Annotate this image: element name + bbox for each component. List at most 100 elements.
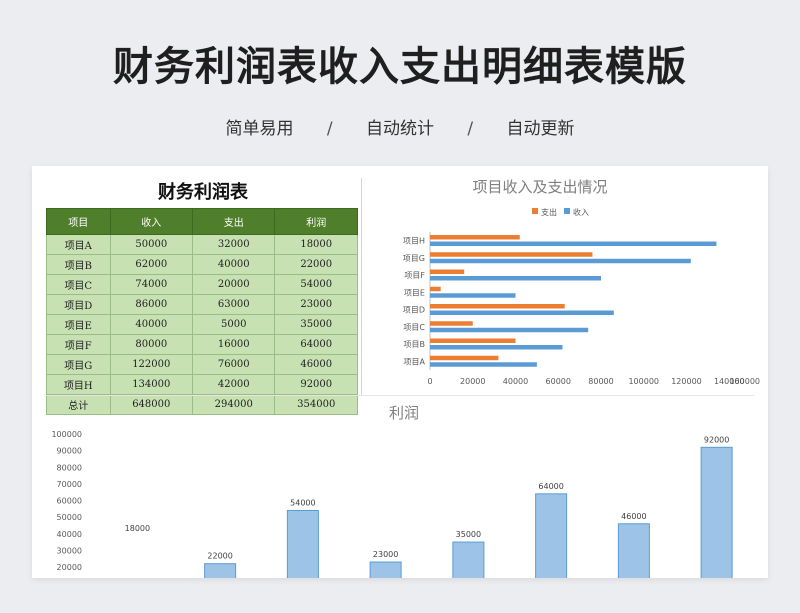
y-tick-label: 40000 xyxy=(57,530,82,539)
table-row: 项目A 50000 32000 18000 xyxy=(46,234,358,255)
feature-tag: 自动更新 xyxy=(506,119,575,139)
bar xyxy=(700,446,733,578)
x-tick-label: 100000 xyxy=(628,377,659,386)
x-tick-label: 80000 xyxy=(588,377,613,386)
table-cell: 648000 xyxy=(109,394,194,415)
data-label: 92000 xyxy=(704,435,729,444)
bar xyxy=(430,327,589,333)
column-header: 利润 xyxy=(274,208,358,235)
table-row: 项目H 134000 42000 92000 xyxy=(46,374,358,395)
table-cell: 16000 xyxy=(192,334,276,355)
table-cell: 92000 xyxy=(274,374,358,395)
feature-tag: 简单易用 xyxy=(225,119,294,139)
bar xyxy=(430,241,717,246)
table-cell: 50000 xyxy=(109,234,194,255)
legend-swatch xyxy=(532,208,538,214)
x-tick-label: 40000 xyxy=(503,377,528,386)
table-cell: 项目C xyxy=(46,274,111,295)
section-divider xyxy=(46,395,754,396)
table-cell: 294000 xyxy=(192,394,276,415)
table-cell: 项目H xyxy=(46,374,111,395)
bar xyxy=(204,563,237,578)
category-label: 项目A xyxy=(404,357,426,366)
x-tick-label: 140000 xyxy=(714,377,745,386)
y-tick-label: 100000 xyxy=(51,430,82,439)
y-tick-label: 60000 xyxy=(57,497,82,506)
y-tick-label: 90000 xyxy=(57,447,82,456)
x-tick-label: 20000 xyxy=(460,377,485,386)
table-cell: 354000 xyxy=(274,394,358,415)
table-cell: 项目G xyxy=(46,354,111,375)
table-cell: 20000 xyxy=(192,274,276,295)
table-row: 项目C 74000 20000 54000 xyxy=(46,274,358,295)
table-cell: 76000 xyxy=(192,354,276,375)
column-header: 支出 xyxy=(192,208,276,235)
data-label: 64000 xyxy=(538,482,563,491)
table-cell: 23000 xyxy=(274,294,358,315)
feature-tags: 简单易用 / 自动统计 / 自动更新 xyxy=(0,114,800,139)
bar xyxy=(430,252,593,257)
table-row: 项目F 80000 16000 64000 xyxy=(46,334,358,355)
feature-tag: 自动统计 xyxy=(366,119,434,139)
data-label: 35000 xyxy=(456,530,481,539)
table-cell: 35000 xyxy=(274,314,358,335)
category-label: 项目E xyxy=(404,288,425,297)
category-label: 项目C xyxy=(403,323,425,332)
data-label: 22000 xyxy=(207,552,232,561)
table-cell: 62000 xyxy=(109,254,194,275)
column-header: 收入 xyxy=(109,208,194,235)
table-cell: 42000 xyxy=(192,374,276,395)
category-label: 项目G xyxy=(403,254,425,263)
tag-separator: / xyxy=(467,119,474,139)
bar xyxy=(430,345,563,350)
table-cell: 46000 xyxy=(274,354,358,375)
category-label: 项目H xyxy=(403,237,425,246)
table-row: 项目E 40000 5000 35000 xyxy=(46,314,358,335)
bar xyxy=(286,509,319,578)
legend-label: 收入 xyxy=(573,207,589,217)
x-tick-label: 120000 xyxy=(671,377,702,386)
y-tick-label: 70000 xyxy=(57,480,82,489)
tag-separator: / xyxy=(326,119,333,139)
table-cell: 项目F xyxy=(46,334,111,355)
x-tick-label: 0 xyxy=(427,377,432,386)
bar xyxy=(369,561,402,578)
bar xyxy=(430,269,465,274)
table-row: 项目D 86000 63000 23000 xyxy=(46,294,358,315)
bar xyxy=(430,338,516,343)
table-cell: 86000 xyxy=(109,294,194,315)
table-title: 财务利润表 xyxy=(158,182,248,203)
x-tick-label: 160000 xyxy=(729,377,760,386)
y-tick-label: 20000 xyxy=(57,563,82,572)
table-cell: 项目D xyxy=(46,294,111,315)
table-cell: 134000 xyxy=(109,374,194,395)
data-label: 54000 xyxy=(290,498,315,507)
bar xyxy=(535,493,568,578)
table-cell: 22000 xyxy=(274,254,358,275)
bar xyxy=(430,286,441,292)
x-tick-label: 60000 xyxy=(546,377,571,386)
spreadsheet-preview: 财务利润表 项目 收入 支出 利润 项目A 50000 32000 18000 项目B… xyxy=(32,166,768,578)
bar xyxy=(430,293,516,298)
data-label: 46000 xyxy=(621,512,646,521)
table-cell: 40000 xyxy=(109,314,194,335)
table-cell: 54000 xyxy=(274,274,358,295)
legend-label: 支出 xyxy=(541,207,557,217)
y-tick-label: 50000 xyxy=(57,513,82,522)
table-row: 项目B 62000 40000 22000 xyxy=(46,254,358,275)
table-cell: 32000 xyxy=(192,234,276,255)
table-cell: 项目E xyxy=(46,314,111,335)
legend-swatch xyxy=(564,208,570,214)
bar xyxy=(617,523,650,578)
table-cell: 74000 xyxy=(109,274,194,295)
data-label: 18000 xyxy=(125,524,150,533)
bar xyxy=(430,276,601,281)
bar xyxy=(430,258,691,264)
table-cell: 64000 xyxy=(274,334,358,355)
bar xyxy=(430,355,499,361)
table-cell: 项目A xyxy=(46,234,111,255)
table-cell: 40000 xyxy=(192,254,276,275)
section-divider xyxy=(361,178,362,396)
category-label: 项目B xyxy=(404,340,426,349)
table-cell: 总计 xyxy=(46,394,111,415)
